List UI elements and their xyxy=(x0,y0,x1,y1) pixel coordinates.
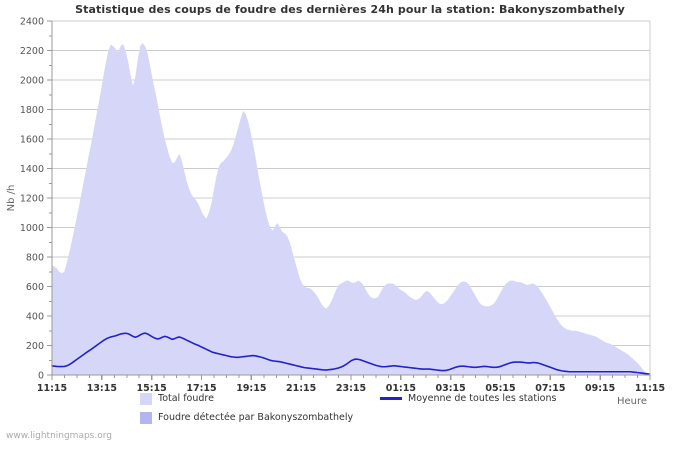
svg-text:Heure: Heure xyxy=(617,396,647,407)
svg-text:600: 600 xyxy=(26,282,44,293)
watermark-text: www.lightningmaps.org xyxy=(6,431,112,441)
svg-text:23:15: 23:15 xyxy=(336,383,366,394)
legend-left-column: Total foudre Foudre détectée par Bakonysz… xyxy=(140,391,353,429)
svg-text:2400: 2400 xyxy=(20,17,44,28)
svg-text:05:15: 05:15 xyxy=(485,383,515,394)
svg-text:01:15: 01:15 xyxy=(386,383,416,394)
svg-text:1600: 1600 xyxy=(20,135,44,146)
svg-text:1400: 1400 xyxy=(20,164,44,175)
svg-text:Nb /h: Nb /h xyxy=(6,185,17,212)
svg-text:2200: 2200 xyxy=(20,46,44,57)
svg-text:11:15: 11:15 xyxy=(37,383,67,394)
svg-text:2000: 2000 xyxy=(20,76,44,87)
svg-text:19:15: 19:15 xyxy=(236,383,266,394)
legend-item-label: Moyenne de toutes les stations xyxy=(408,392,557,404)
svg-text:1000: 1000 xyxy=(20,223,44,234)
svg-text:200: 200 xyxy=(26,341,44,352)
legend-color-swatch-icon xyxy=(140,392,152,405)
page-title: Statistique des coups de foudre des dern… xyxy=(75,3,625,16)
legend-line-swatch-icon xyxy=(380,397,402,400)
svg-text:0: 0 xyxy=(38,371,44,382)
legend-item[interactable]: Total foudre xyxy=(140,391,353,406)
svg-text:11:15: 11:15 xyxy=(635,383,665,394)
svg-text:09:15: 09:15 xyxy=(585,383,615,394)
svg-text:17:15: 17:15 xyxy=(186,383,216,394)
svg-text:03:15: 03:15 xyxy=(436,383,466,394)
svg-text:400: 400 xyxy=(26,312,44,323)
legend-item-label: Foudre détectée par Bakonyszombathely xyxy=(158,411,354,423)
svg-text:13:15: 13:15 xyxy=(87,383,117,394)
svg-text:1800: 1800 xyxy=(20,105,44,116)
legend-item[interactable]: Moyenne de toutes les stations xyxy=(380,391,556,406)
svg-text:800: 800 xyxy=(26,253,44,264)
svg-text:15:15: 15:15 xyxy=(137,383,167,394)
legend-item-label: Total foudre xyxy=(158,392,214,404)
legend-color-swatch-icon xyxy=(140,411,152,424)
svg-text:07:15: 07:15 xyxy=(535,383,565,394)
svg-text:1200: 1200 xyxy=(20,194,44,205)
legend-item[interactable]: Foudre détectée par Bakonyszombathely xyxy=(140,410,353,425)
svg-text:21:15: 21:15 xyxy=(286,383,316,394)
legend-right-column: Moyenne de toutes les stations xyxy=(380,391,556,410)
